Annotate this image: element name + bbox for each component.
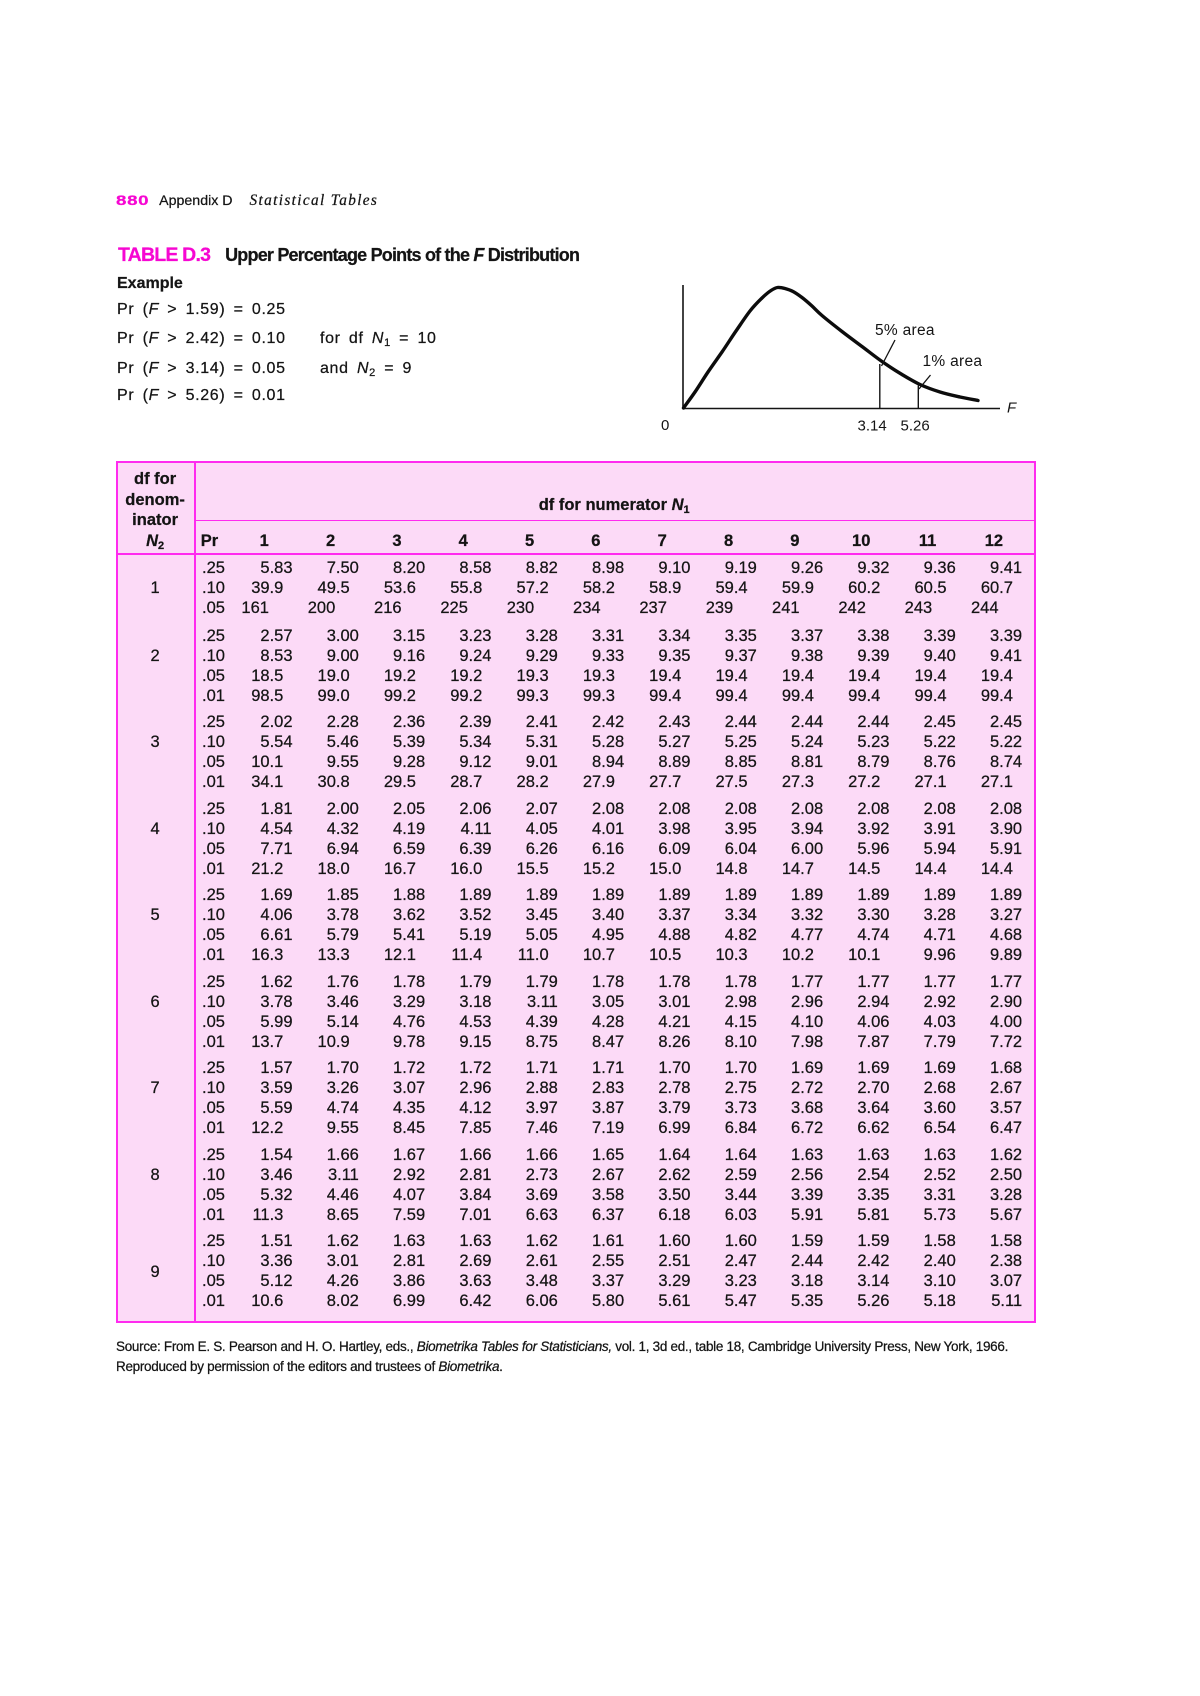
svg-text:0: 0 xyxy=(661,417,669,434)
svg-text:5.26: 5.26 xyxy=(901,418,930,435)
svg-text:1% area: 1% area xyxy=(923,353,983,370)
svg-text:3.14: 3.14 xyxy=(858,418,887,435)
svg-text:5% area: 5% area xyxy=(875,322,935,339)
svg-text:F: F xyxy=(1007,400,1017,417)
